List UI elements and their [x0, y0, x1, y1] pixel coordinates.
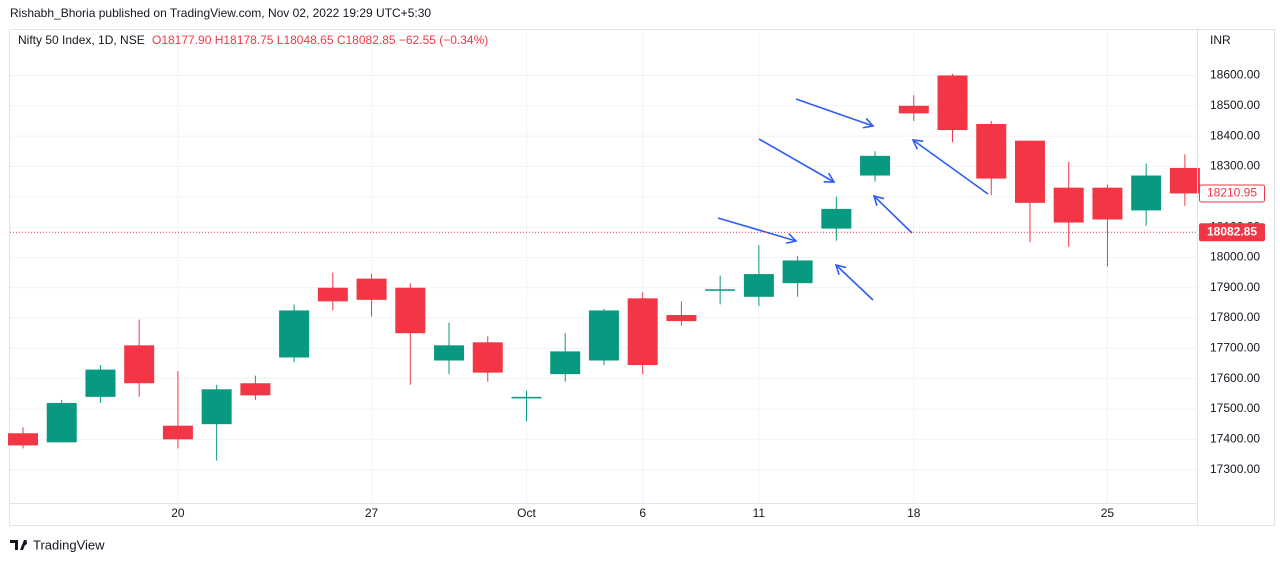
y-tick-label: 17800.00	[1210, 310, 1260, 324]
candle-body	[705, 289, 736, 291]
y-tick-label: 17600.00	[1210, 371, 1260, 385]
arrow	[717, 217, 798, 245]
chart-frame	[9, 29, 1275, 526]
candle-body	[1092, 187, 1123, 220]
candle-body	[782, 260, 813, 284]
candle-body	[898, 105, 929, 114]
candle-body	[550, 351, 581, 375]
arrow	[872, 194, 913, 234]
y-tick-label: 18600.00	[1210, 68, 1260, 82]
candle-body	[743, 274, 774, 297]
y-tick-label: 18500.00	[1210, 98, 1260, 112]
brand: TradingView	[33, 537, 105, 552]
candle-body	[356, 278, 387, 300]
candles	[8, 73, 1200, 461]
candle-body	[434, 345, 465, 361]
publisher: Rishabh_Bhoria published on TradingView.…	[10, 6, 431, 20]
candle-body	[395, 287, 426, 334]
candle-body	[46, 402, 77, 443]
logo: TradingView	[10, 537, 105, 552]
candle-body	[162, 425, 193, 440]
y-tick-label: 18300.00	[1210, 159, 1260, 173]
candle-body	[240, 383, 271, 396]
last-price-box	[1199, 223, 1265, 242]
candle-body	[1131, 175, 1162, 211]
x-tick-label: 6	[639, 506, 646, 520]
candle-body	[85, 369, 116, 397]
candle-body	[588, 310, 619, 361]
candle-body	[279, 310, 310, 358]
candle-body	[666, 315, 697, 322]
y-tick-label: 17500.00	[1210, 401, 1260, 415]
x-tick-label: 18	[907, 506, 921, 520]
candle-body	[124, 345, 155, 384]
candle-body	[1053, 187, 1084, 223]
candle-body	[1169, 167, 1200, 194]
close-price-box	[1199, 184, 1265, 203]
arrow	[834, 263, 874, 301]
y-tick-label: 18400.00	[1210, 128, 1260, 142]
candle-body	[472, 342, 503, 373]
currency: INR	[1210, 33, 1231, 47]
ohlc-legend: O18177.90 H18178.75 L18048.65 C18082.85 …	[152, 33, 488, 47]
x-tick-label: 27	[365, 506, 379, 520]
annotations	[717, 98, 989, 301]
candle-body	[821, 208, 852, 229]
y-tick-label: 17400.00	[1210, 431, 1260, 445]
logo-mark	[10, 540, 28, 550]
y-tick-label: 17900.00	[1210, 280, 1260, 294]
y-tick-label: 17300.00	[1210, 462, 1260, 476]
last-price-label: 18082.85	[1207, 224, 1257, 238]
candle-body	[317, 287, 348, 302]
y-tick-label: 17700.00	[1210, 341, 1260, 355]
y-tick-label: 18000.00	[1210, 250, 1260, 264]
x-tick-label: 25	[1101, 506, 1115, 520]
x-tick-label: Oct	[517, 506, 536, 520]
x-tick-label: 11	[753, 506, 766, 520]
x-tick-label: 20	[171, 506, 185, 520]
close-price-label: 18210.95	[1207, 186, 1257, 200]
candle-body	[201, 389, 232, 425]
arrow	[758, 138, 836, 183]
candle-body	[860, 155, 891, 176]
candle-body	[1014, 140, 1045, 203]
candle-body	[976, 123, 1007, 179]
candle-body	[937, 75, 968, 131]
arrow	[911, 139, 989, 195]
candle-body	[511, 396, 542, 399]
candle-body	[8, 433, 38, 446]
chart-title: Nifty 50 Index, 1D, NSE	[18, 33, 145, 47]
candle-body	[627, 298, 658, 366]
arrow	[795, 98, 875, 129]
